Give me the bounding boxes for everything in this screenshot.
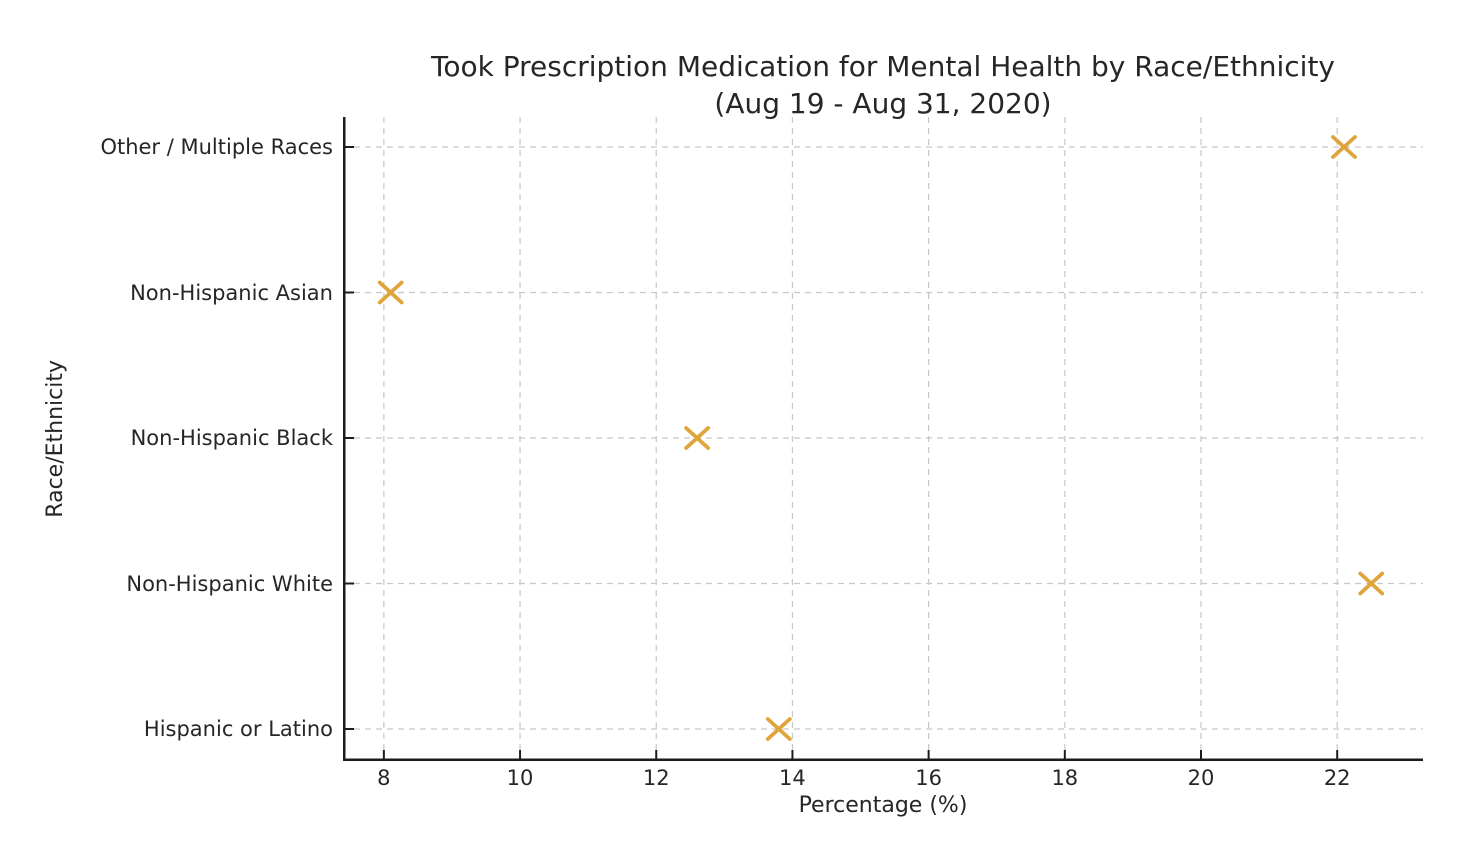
y-tick-label: Non-Hispanic Asian <box>130 280 333 305</box>
x-tick-label: 12 <box>642 766 670 790</box>
x-tick-label: 22 <box>1323 766 1351 790</box>
x-axis-label: Percentage (%) <box>798 793 968 818</box>
x-tick-label: 20 <box>1187 766 1215 790</box>
data-point-marker <box>765 717 792 741</box>
data-point-marker <box>1331 135 1357 159</box>
chart-title-line1: Took Prescription Medication for Mental … <box>431 50 1335 83</box>
plot-canvas <box>343 117 1423 761</box>
y-tick-label: Hispanic or Latino <box>143 717 333 741</box>
chart-title-line2: (Aug 19 - Aug 31, 2020) <box>714 87 1052 120</box>
plot-area <box>343 117 1423 761</box>
x-tick-label: 18 <box>1051 766 1079 790</box>
x-tick-label: 8 <box>377 766 391 790</box>
x-tick-label: 10 <box>506 766 534 790</box>
x-tick-label: 16 <box>915 766 942 790</box>
chart-title: Took Prescription Medication for Mental … <box>343 48 1423 122</box>
data-point-marker <box>684 426 710 450</box>
data-point-marker <box>1358 571 1385 596</box>
y-tick-label: Other / Multiple Races <box>100 135 333 159</box>
y-tick-label: Non-Hispanic Black <box>130 426 333 450</box>
y-tick-label: Non-Hispanic White <box>126 571 333 596</box>
data-point-marker <box>377 280 404 305</box>
x-tick-label: 14 <box>779 766 806 790</box>
